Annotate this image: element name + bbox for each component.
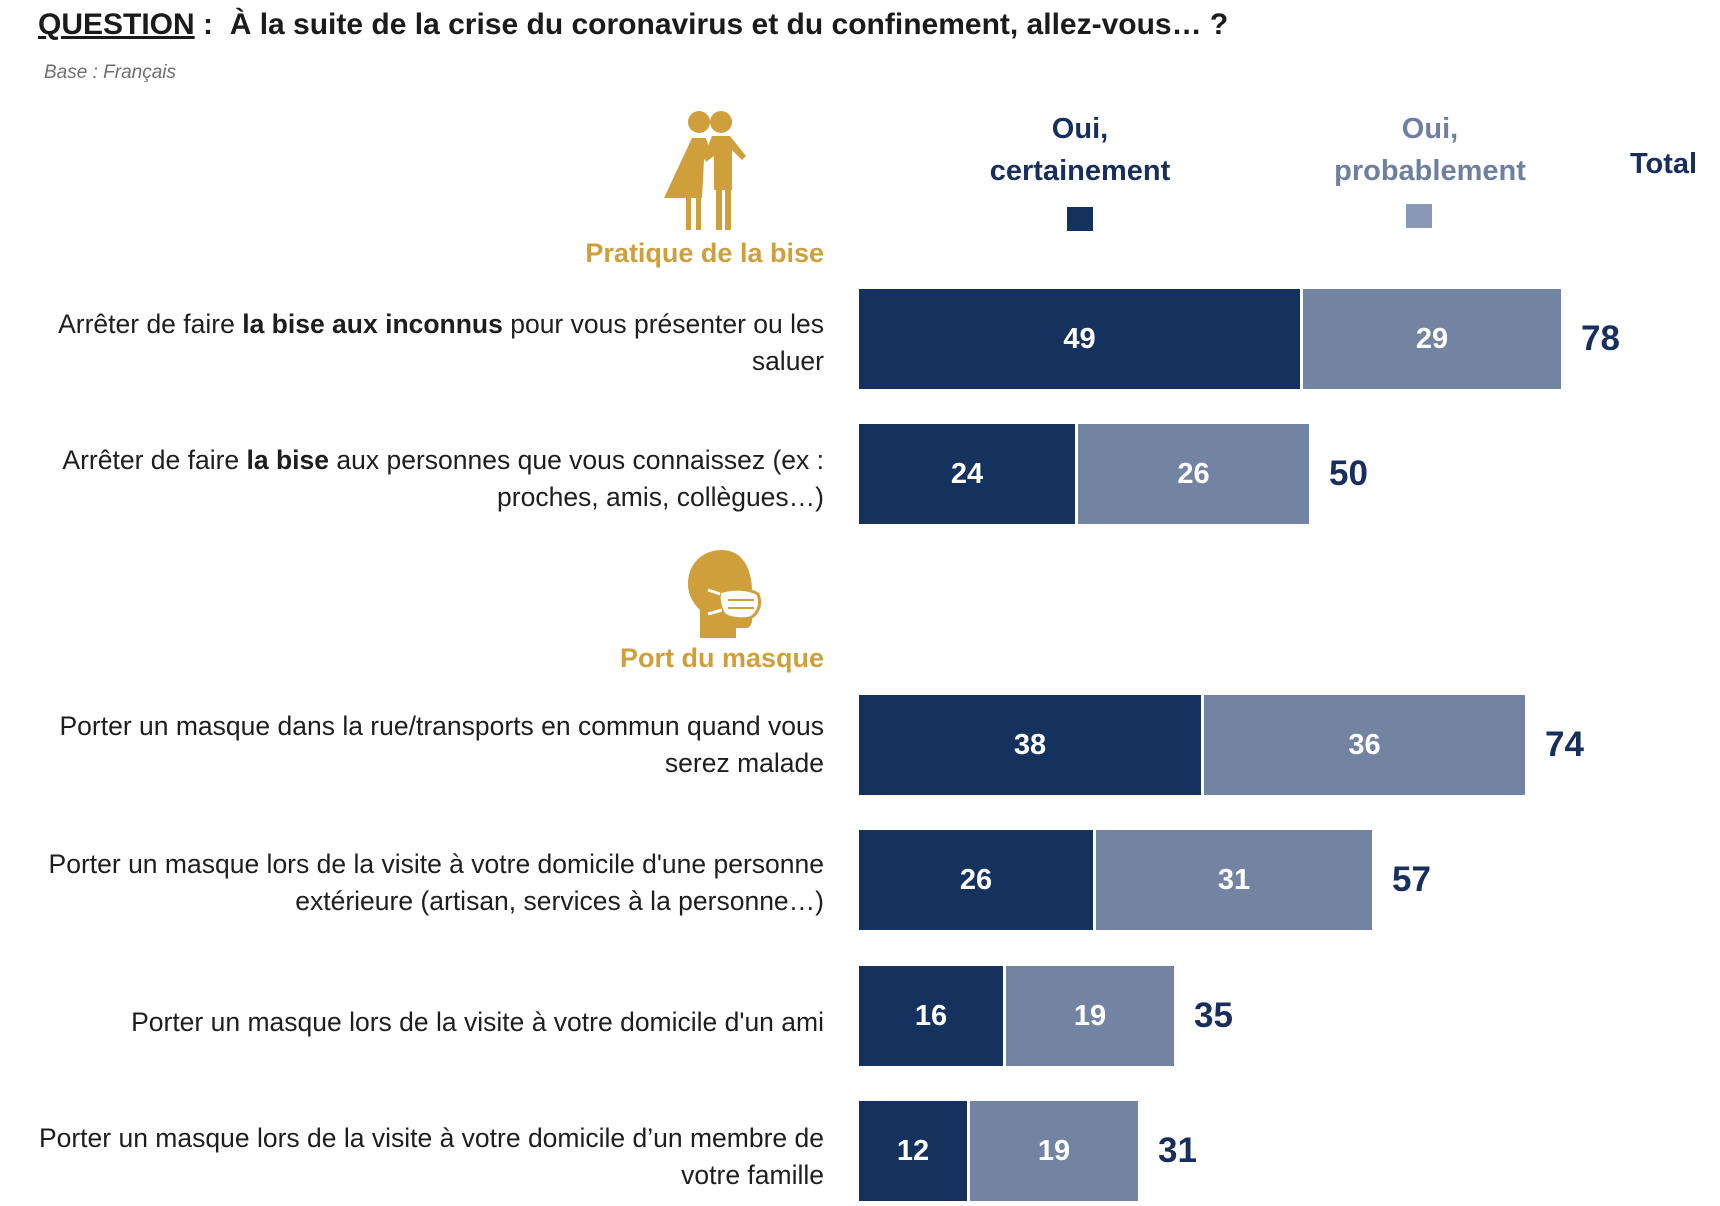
question-separator: : — [194, 8, 230, 41]
bar-probable-value: 19 — [1073, 999, 1107, 1032]
row-label: Porter un masque lors de la visite à vot… — [4, 846, 824, 920]
row-label: Arrêter de faire la bise aux inconnus po… — [4, 306, 824, 380]
bar-certain: 26 — [859, 830, 1093, 930]
row-label-emphasis: la bise aux inconnus — [242, 309, 503, 339]
bar-certain-value: 16 — [914, 999, 948, 1032]
row-label-text: aux personnes que vous connaissez (ex : … — [329, 445, 824, 512]
bar-certain: 38 — [859, 695, 1201, 795]
row-label-emphasis: la bise — [246, 445, 330, 475]
bar-total-value: 78 — [1581, 319, 1620, 358]
row-label-text: Arrêter de faire — [58, 309, 243, 339]
kissing-couple-icon — [656, 110, 762, 237]
bar-probable: 36 — [1204, 695, 1525, 795]
bar-certain-value: 38 — [1013, 728, 1047, 761]
bar-total-value: 50 — [1329, 454, 1368, 493]
legend-certain-line2: certainement — [989, 155, 1171, 187]
bar-probable-value: 29 — [1415, 322, 1449, 355]
legend-probable-line2: probablement — [1334, 155, 1526, 187]
bar-certain-value: 49 — [1063, 322, 1096, 355]
row-label-text: Porter un masque lors de la visite à vot… — [131, 1007, 824, 1037]
face-mask-icon — [684, 548, 764, 645]
bar-certain: 24 — [859, 424, 1075, 524]
legend-certain-label: Oui, certainement — [930, 108, 1230, 192]
section-label-masque: Port du masque — [619, 643, 824, 673]
row-label: Porter un masque lors de la visite à vot… — [4, 1004, 824, 1041]
bar-probable-value: 19 — [1037, 1134, 1071, 1167]
bar-probable: 26 — [1078, 424, 1309, 524]
bar-total-value: 35 — [1194, 996, 1233, 1035]
base-note: Base : Français — [44, 62, 176, 83]
bar-certain-value: 24 — [950, 457, 984, 490]
row-label-text: Porter un masque lors de la visite à vot… — [38, 1123, 824, 1190]
legend-certain-swatch — [1067, 207, 1093, 231]
row-label-text: Porter un masque dans la rue/transports … — [59, 711, 824, 778]
section-label-bise: Pratique de la bise — [585, 238, 824, 268]
bar-certain: 49 — [859, 289, 1300, 389]
bar-probable: 19 — [1006, 966, 1174, 1066]
bar-probable: 29 — [1303, 289, 1561, 389]
bar-certain-value: 12 — [896, 1134, 930, 1167]
bar-certain: 16 — [859, 966, 1003, 1066]
question-title: QUESTION : À la suite de la crise du cor… — [38, 8, 1228, 42]
question-text: À la suite de la crise du coronavirus et… — [229, 8, 1229, 41]
legend-certain-line1: Oui, — [1051, 113, 1109, 145]
row-label: Porter un masque dans la rue/transports … — [4, 708, 824, 782]
legend-probable-label: Oui, probablement — [1280, 108, 1580, 192]
row-label-text: pour vous présenter ou les saluer — [502, 309, 824, 376]
bar-certain-value: 26 — [959, 863, 993, 896]
bar-total-value: 74 — [1545, 725, 1584, 764]
row-label: Arrêter de faire la bise aux personnes q… — [4, 442, 824, 516]
legend-probable-line1: Oui, — [1401, 113, 1459, 145]
row-label-text: Arrêter de faire — [62, 445, 247, 475]
bar-certain: 12 — [859, 1101, 967, 1201]
bar-total-value: 57 — [1392, 860, 1431, 899]
row-label: Porter un masque lors de la visite à vot… — [4, 1120, 824, 1194]
row-label-text: Porter un masque lors de la visite à vot… — [48, 849, 824, 916]
legend-total-label: Total — [1630, 148, 1698, 180]
legend-probable-swatch — [1406, 204, 1432, 228]
bar-total-value: 31 — [1158, 1131, 1197, 1170]
bar-probable: 31 — [1096, 830, 1372, 930]
bar-probable-value: 31 — [1217, 863, 1251, 896]
question-prefix: QUESTION — [38, 8, 195, 41]
bar-probable-value: 36 — [1348, 728, 1381, 761]
bar-probable: 19 — [970, 1101, 1138, 1201]
bar-probable-value: 26 — [1177, 457, 1210, 490]
